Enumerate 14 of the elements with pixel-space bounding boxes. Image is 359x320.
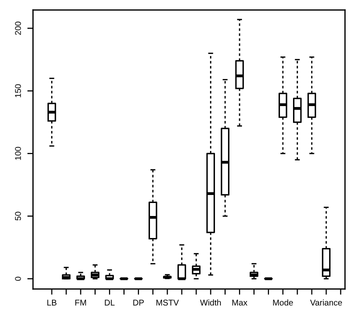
y-tick-label: 50 [15, 212, 21, 220]
y-tick-label: 100 [15, 146, 21, 160]
x-tick-label: DP [133, 300, 144, 306]
y-tick-label: 200 [15, 22, 21, 35]
y-tick-label: 150 [15, 84, 21, 98]
y-tick-label: 0 [15, 276, 21, 281]
x-tick-label: Mode [273, 299, 293, 306]
x-tick-label: FM [75, 300, 86, 306]
x-tick-label: LB [47, 300, 56, 306]
x-tick-label: MSTV [156, 300, 179, 306]
x-tick-label: DL [104, 300, 115, 306]
x-tick-label: Max [232, 300, 248, 306]
x-tick-label: Variance [310, 299, 342, 306]
x-tick-label: Width [200, 299, 221, 306]
